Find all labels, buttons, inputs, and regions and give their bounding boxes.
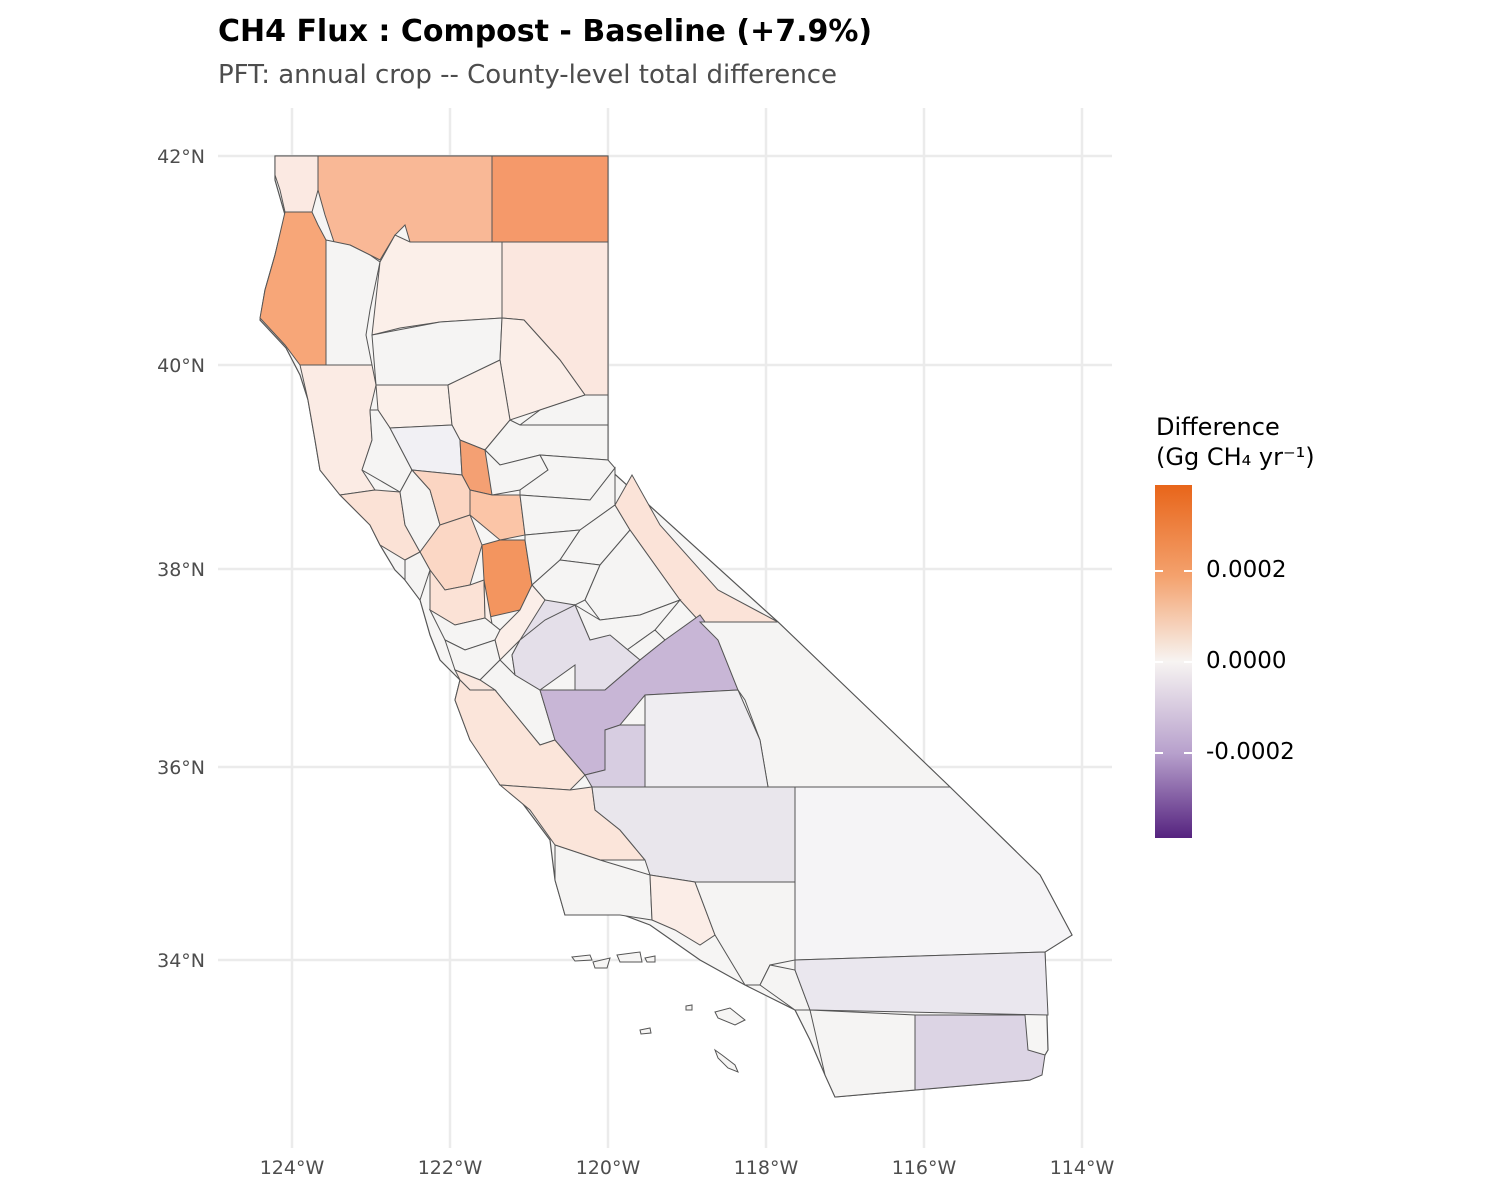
county-imperial — [914, 1014, 1046, 1091]
county-marin — [404, 551, 431, 602]
legend-tick — [1155, 661, 1163, 663]
county-santa-barbara — [554, 844, 653, 921]
legend-tick — [1155, 752, 1163, 754]
county-sierra — [518, 394, 609, 426]
lon-label: 122°W — [418, 1157, 483, 1179]
longitude-labels: 124°W 122°W 120°W 118°W 116°W 114°W — [260, 1157, 1115, 1179]
legend-title-line2: (Gg CH₄ yr⁻¹) — [1156, 443, 1315, 471]
legend-tick — [1184, 752, 1192, 754]
latitude-labels: 42°N 40°N 38°N 36°N 34°N — [157, 146, 205, 972]
chart-title: CH4 Flux : Compost - Baseline (+7.9%) — [218, 14, 873, 49]
chart-subtitle: PFT: annual crop -- County-level total d… — [218, 60, 837, 90]
county-san-diego — [809, 1009, 916, 1098]
lat-label: 40°N — [157, 355, 205, 377]
lon-label: 114°W — [1050, 1157, 1115, 1179]
lat-label: 34°N — [157, 950, 205, 972]
channel-islands — [571, 951, 746, 1073]
lon-label: 116°W — [892, 1157, 957, 1179]
legend-tick — [1155, 570, 1163, 572]
county-glenn — [375, 384, 453, 429]
legend-label: 0.0000 — [1206, 648, 1287, 674]
county-mendocino — [299, 364, 377, 496]
county-san-bernardino — [794, 786, 1073, 961]
legend-title-line1: Difference — [1156, 413, 1280, 441]
county-riverside — [794, 951, 1049, 1016]
legend-label: -0.0002 — [1206, 739, 1295, 765]
legend-tick — [1184, 570, 1192, 572]
legend-label: 0.0002 — [1206, 557, 1287, 583]
lon-label: 118°W — [734, 1157, 799, 1179]
lat-label: 42°N — [157, 146, 205, 168]
county-humboldt — [259, 211, 327, 366]
counties — [259, 155, 1073, 1098]
lon-label: 124°W — [260, 1157, 325, 1179]
lat-label: 38°N — [157, 559, 205, 581]
lat-label: 36°N — [157, 757, 205, 779]
legend-tick — [1184, 661, 1192, 663]
legend-title: Difference (Gg CH₄ yr⁻¹) — [1156, 412, 1315, 472]
lon-label: 120°W — [576, 1157, 641, 1179]
county-modoc — [491, 155, 609, 243]
